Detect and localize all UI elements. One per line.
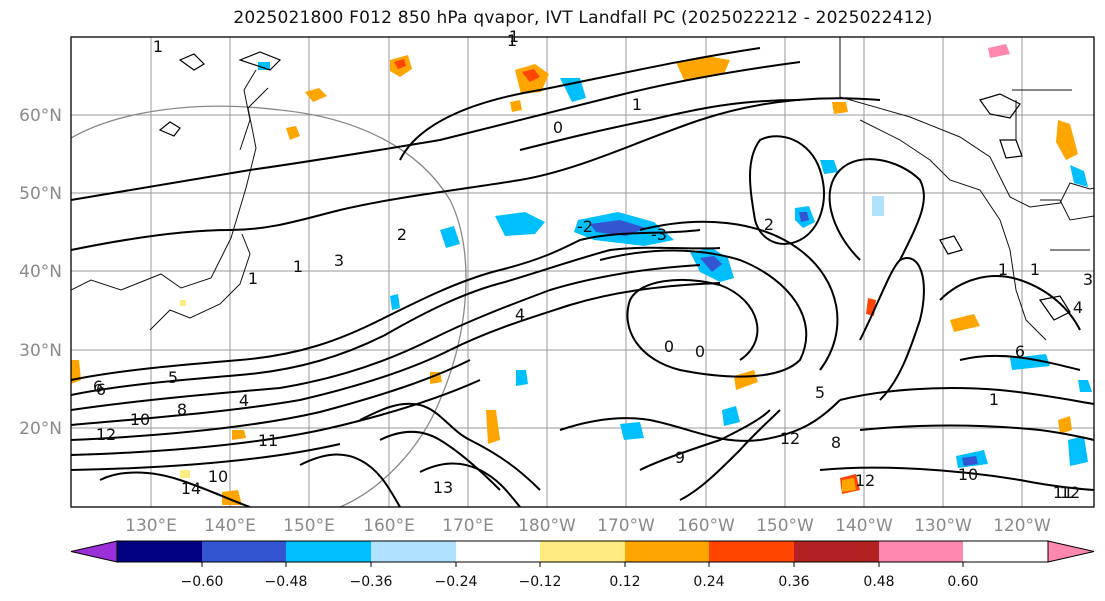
colorbar-tick-label: 0.36 <box>778 574 809 590</box>
longitude-label: 170°E <box>442 516 494 536</box>
contour-label: 14 <box>181 479 201 498</box>
contour-label: 1 <box>632 95 642 114</box>
colorbar-segment <box>709 541 794 562</box>
contour-label: 12 <box>1060 483 1080 502</box>
longitude-label: 150°E <box>283 516 335 536</box>
contour-label: 1 <box>1030 260 1040 279</box>
latitude-label: 50°N <box>19 184 62 204</box>
colorbar-over-extension <box>1047 540 1095 563</box>
contour-label: 8 <box>831 433 841 452</box>
contour-label: 2 <box>397 225 407 244</box>
colorbar-segment <box>202 541 286 562</box>
latitude-label: 30°N <box>19 341 62 361</box>
negative-anomaly-fills <box>258 62 1092 468</box>
colorbar-segment <box>456 541 540 562</box>
contour-label: 6 <box>96 380 106 399</box>
contour-label: 11 <box>1053 483 1073 502</box>
colorbar-tick-label: −0.36 <box>350 574 393 590</box>
detail-contours <box>158 51 1071 321</box>
longitude-label: 160°E <box>363 516 415 536</box>
colorbar-tick-label: 0.60 <box>947 574 978 590</box>
latitude-label: 40°N <box>19 262 62 282</box>
contour-label: 12 <box>780 429 800 448</box>
contour-label: 5 <box>168 368 178 387</box>
map-frame <box>70 36 1095 508</box>
colorbar-segment <box>286 541 371 562</box>
colorbar-frame <box>116 540 1049 563</box>
colorbar-under-extension <box>70 540 118 563</box>
colorbar-tick-label: −0.24 <box>435 574 478 590</box>
contour-label: 12 <box>96 425 116 444</box>
contour-label: 1 <box>989 390 999 409</box>
longitude-label: 180°W <box>518 516 576 536</box>
contour-label: 12 <box>855 471 875 490</box>
contour-label: 4 <box>1073 298 1083 317</box>
longitude-label: 130°E <box>125 516 177 536</box>
contour-label: 0 <box>695 342 705 361</box>
map-background <box>71 37 1094 507</box>
colorbar-tick-label: 0.24 <box>693 574 724 590</box>
colorbar <box>70 540 1095 563</box>
contour-label: 6 <box>93 377 103 396</box>
contour-label: 4 <box>515 305 525 324</box>
longitude-label: 140°E <box>204 516 256 536</box>
contour-label: 6 <box>1015 342 1025 361</box>
latitude-label: 20°N <box>19 419 62 439</box>
colorbar-tick-label: −0.12 <box>519 574 562 590</box>
contour-label: -2 <box>577 217 593 236</box>
contour-label: 10 <box>130 410 150 429</box>
colorbar-tick-label: −0.48 <box>265 574 308 590</box>
colorbar-segment <box>625 541 709 562</box>
longitude-label: 140°W <box>835 516 893 536</box>
contour-label: 13 <box>433 478 453 497</box>
map-title: 2025021800 F012 850 hPa qvapor, IVT Land… <box>233 8 933 28</box>
contour-label: 1 <box>153 37 163 56</box>
longitude-labels: 130°E 140°E 150°E 160°E 170°E 180°W 170°W 160°W… <box>125 516 1051 536</box>
contour-label: 3 <box>1083 270 1093 289</box>
contour-label: 9 <box>675 448 685 467</box>
contour-label: 10 <box>208 467 228 486</box>
colorbar-segment <box>117 541 202 562</box>
colorbar-segment <box>540 541 625 562</box>
contour-label: 1 <box>509 27 519 46</box>
contour-label: 1 <box>998 260 1008 279</box>
colorbar-segment <box>879 541 963 562</box>
coastlines <box>71 37 1094 341</box>
latitude-label: 60°N <box>19 106 62 126</box>
contour-label: 5 <box>815 383 825 402</box>
longitude-label: 170°W <box>597 516 655 536</box>
longitude-label: 130°W <box>914 516 972 536</box>
positive-anomaly-fills <box>71 44 1078 505</box>
contour-label: -3 <box>651 225 667 244</box>
contour-label: 2 <box>764 215 774 234</box>
colorbar-tick-label: 0.12 <box>609 574 640 590</box>
contour-label: 0 <box>553 118 563 137</box>
colorbar-tick-label: −0.60 <box>181 574 224 590</box>
contour-label: 8 <box>177 400 187 419</box>
colorbar-segment <box>371 541 456 562</box>
colorbar-tick-labels: −0.60 −0.48 −0.36 −0.24 −0.12 0.12 0.24 0.36 0.4… <box>181 562 979 590</box>
contour-label: 4 <box>239 391 249 410</box>
longitude-label: 150°W <box>756 516 814 536</box>
colorbar-tick-label: 0.48 <box>863 574 894 590</box>
contour-label: 10 <box>958 465 978 484</box>
longitude-label: 120°W <box>993 516 1051 536</box>
contour-label: 11 <box>258 431 278 450</box>
colorbar-segment <box>794 541 879 562</box>
contour-label: 0 <box>664 337 674 356</box>
contour-label: 1 <box>507 31 517 50</box>
longitude-label: 160°W <box>677 516 735 536</box>
latitude-labels: 60°N 50°N 40°N 30°N 20°N <box>19 106 62 439</box>
contour-label: 3 <box>334 251 344 270</box>
contour-label: 1 <box>293 257 303 276</box>
contour-label: 1 <box>248 269 258 288</box>
